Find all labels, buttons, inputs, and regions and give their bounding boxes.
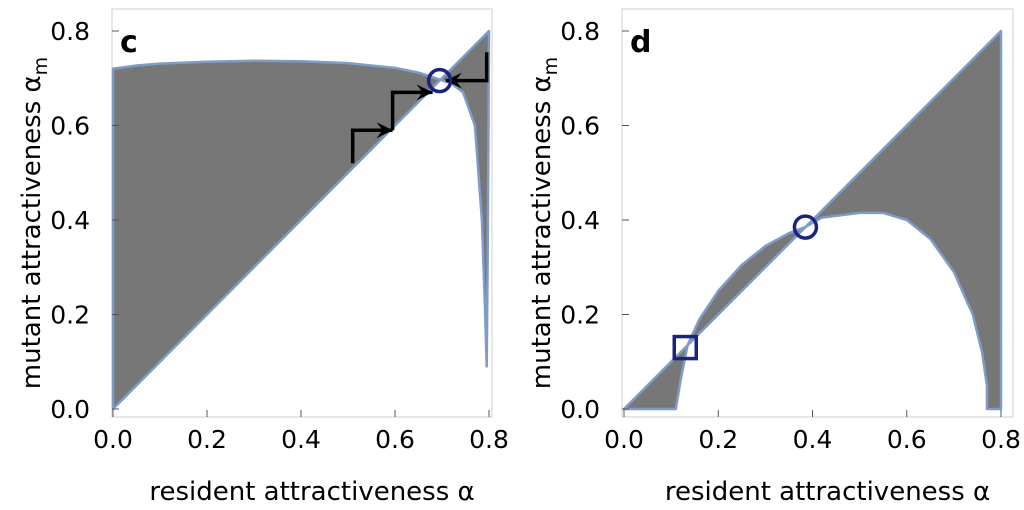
y-axis-title-subscript: m bbox=[30, 57, 52, 76]
x-axis-title: resident attractiveness α bbox=[149, 477, 474, 507]
x-tick-label: 0.4 bbox=[793, 425, 833, 454]
panel-label: d bbox=[630, 25, 651, 60]
y-axis-title-text: mutant attractiveness α bbox=[527, 75, 557, 389]
y-tick-label: 0.2 bbox=[50, 301, 90, 330]
dynamics-arrow-path bbox=[350, 128, 393, 164]
arrow-head bbox=[416, 84, 433, 101]
y-tick-label: 0.8 bbox=[560, 17, 600, 46]
y-axis-title: mutant attractiveness αm bbox=[17, 57, 52, 389]
y-tick-label: 0.6 bbox=[50, 112, 90, 141]
y-axis-title: mutant attractiveness αm bbox=[527, 57, 562, 389]
arrow-head bbox=[376, 122, 393, 139]
y-tick-label: 0.0 bbox=[50, 395, 90, 424]
y-tick-label: 0.0 bbox=[560, 395, 600, 424]
arrow-head bbox=[445, 72, 462, 89]
y-tick-label: 0.4 bbox=[560, 206, 600, 235]
x-tick-label: 0.6 bbox=[887, 425, 927, 454]
panel-d: 0.0 0.2 0.4 0.6 0.8 0.0 0.2 0.4 0.6 0.8 resident a… bbox=[527, 8, 1021, 507]
x-tick-label: 0.2 bbox=[698, 425, 738, 454]
x-axis-title: resident attractiveness α bbox=[665, 477, 990, 507]
x-tick-label: 0.2 bbox=[187, 425, 227, 454]
x-tick-label: 0.4 bbox=[281, 425, 321, 454]
panel-c: 0.0 0.2 0.4 0.6 0.8 0.0 0.2 0.4 0.6 0.8 resident a… bbox=[17, 8, 509, 507]
x-tick-label: 0.0 bbox=[604, 425, 644, 454]
plot-frame bbox=[621, 8, 1014, 418]
x-tick-label: 0.6 bbox=[375, 425, 415, 454]
x-tick-label: 0.8 bbox=[981, 425, 1021, 454]
y-tick-label: 0.6 bbox=[560, 112, 600, 141]
y-tick-label: 0.2 bbox=[560, 301, 600, 330]
panel-label: c bbox=[120, 25, 138, 60]
equilibrium-circle-marker bbox=[426, 67, 453, 94]
y-tick-label: 0.8 bbox=[50, 17, 90, 46]
y-tick-label: 0.4 bbox=[50, 206, 90, 235]
x-tick-label: 0.8 bbox=[469, 425, 509, 454]
y-axis-title-text: mutant attractiveness α bbox=[17, 75, 47, 389]
x-tick-label: 0.0 bbox=[93, 425, 133, 454]
dynamics-arrow-path bbox=[445, 52, 489, 83]
y-axis-title-subscript: m bbox=[540, 57, 562, 76]
equilibrium-square-marker bbox=[672, 334, 699, 361]
invasion-region bbox=[111, 29, 491, 411]
equilibrium-circle-marker bbox=[792, 214, 819, 240]
dynamics-arrow-path bbox=[390, 90, 433, 131]
